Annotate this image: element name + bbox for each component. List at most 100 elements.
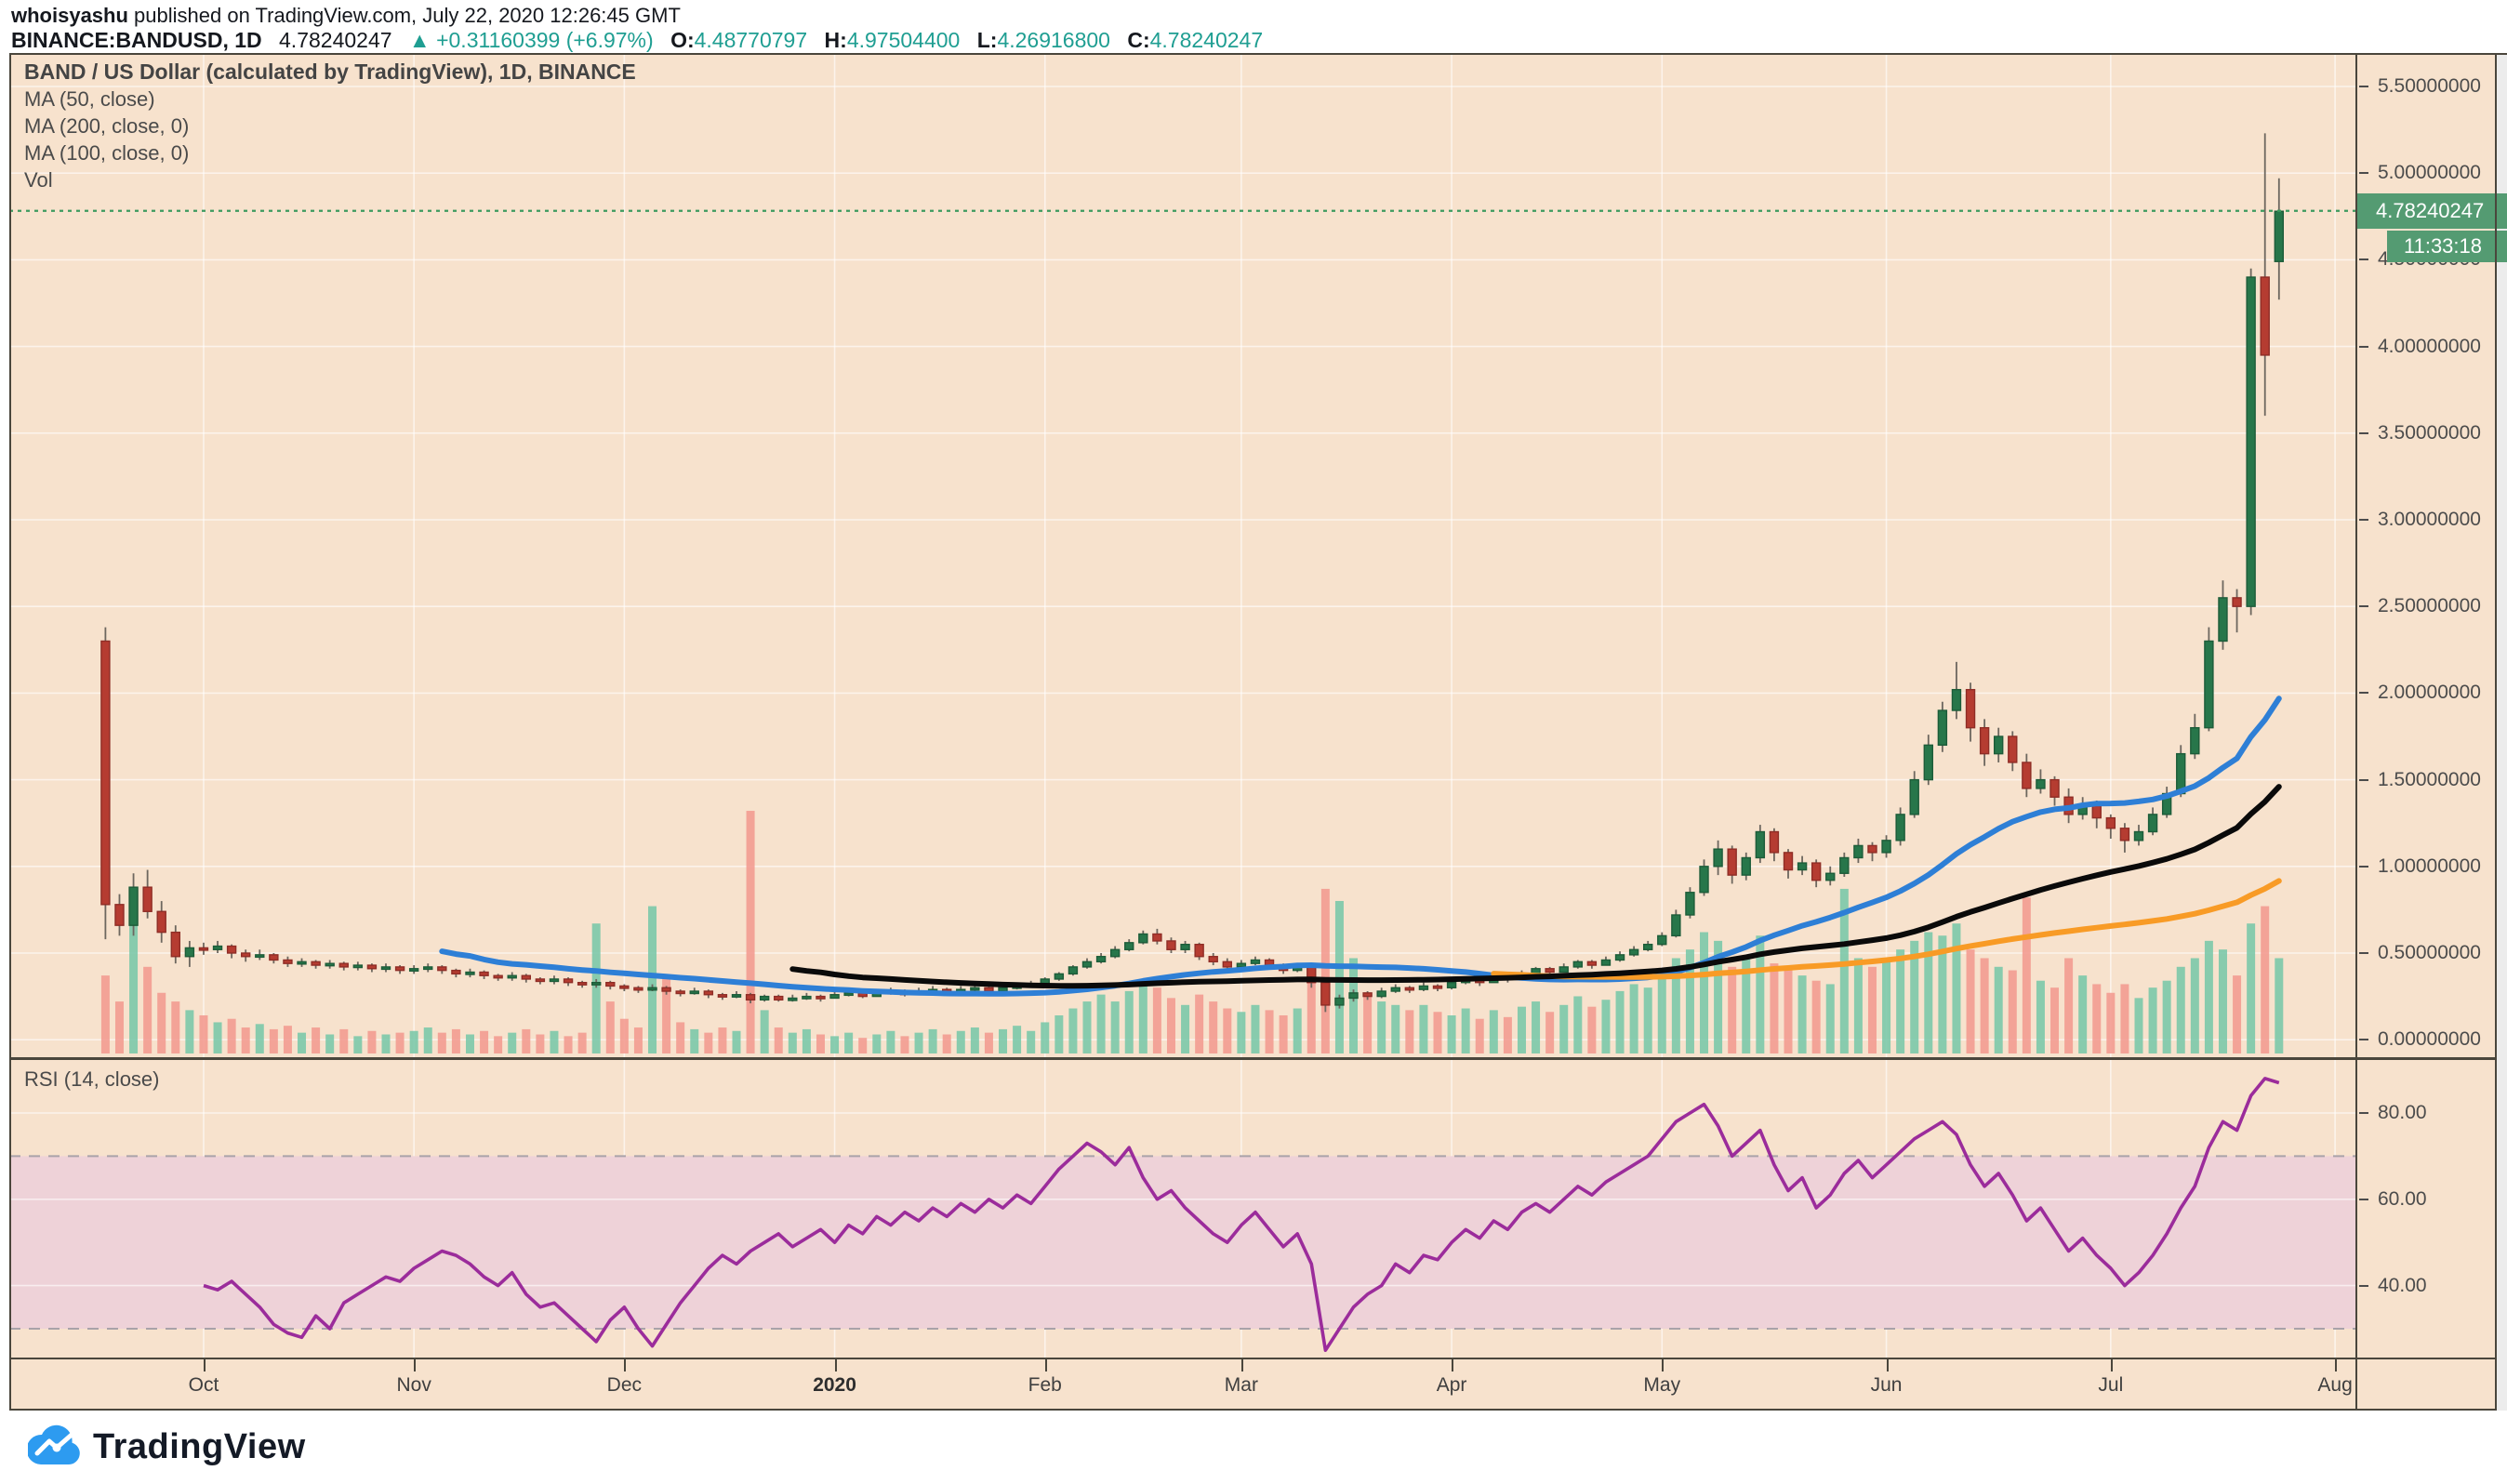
volume-bar (2050, 987, 2060, 1053)
tradingview-wordmark[interactable]: TradingView (93, 1427, 306, 1466)
symbol-label[interactable]: BINANCE:BANDUSD, 1D (11, 28, 262, 52)
open-value: 4.48770797 (694, 28, 808, 52)
candle-body (1951, 688, 1962, 711)
volume-bar (395, 1032, 405, 1053)
volume-bar (1181, 1004, 1190, 1053)
volume-bar (2218, 949, 2227, 1053)
candle-body (1334, 997, 1345, 1006)
candle-body (1993, 735, 2004, 755)
volume-bar (1082, 1001, 1092, 1053)
legend-volume[interactable]: Vol (24, 168, 53, 192)
bar-countdown-badge: 11:33:18 (2387, 230, 2507, 262)
volume-bar (1896, 949, 1905, 1053)
volume-bar (2162, 980, 2171, 1053)
volume-bar (591, 923, 601, 1053)
volume-bar (690, 1028, 699, 1053)
volume-bar (465, 1034, 474, 1053)
time-label: Oct (188, 1374, 219, 1396)
volume-bar (298, 1032, 307, 1053)
volume-bar (213, 1022, 222, 1053)
time-axis-top (9, 1358, 2495, 1359)
candle-body (577, 981, 588, 986)
volume-bar (283, 1026, 292, 1053)
volume-bar (1714, 940, 1723, 1053)
candle-body (1054, 973, 1065, 980)
candle-body (619, 985, 630, 989)
volume-bar (1629, 984, 1638, 1053)
candle-body (1559, 966, 1569, 974)
candle-body (100, 640, 111, 906)
volume-bar (914, 1032, 923, 1053)
high-value: 4.97504400 (846, 28, 961, 52)
close-label: C: (1127, 28, 1150, 52)
scrollbar-gutter[interactable] (2495, 53, 2507, 1411)
volume-bar (564, 1036, 573, 1053)
price-tick-label: 2.50000000 (2357, 595, 2495, 617)
volume-bar (1055, 1014, 1064, 1053)
volume-bar (1419, 1004, 1428, 1053)
rsi-legend[interactable]: RSI (14, close) (24, 1067, 160, 1091)
low-value: 4.26916800 (997, 28, 1110, 52)
candle-body (226, 945, 237, 954)
volume-bar (2078, 975, 2088, 1053)
volume-bar (199, 1014, 208, 1053)
volume-bar (1027, 1030, 1036, 1053)
volume-bar (522, 1028, 531, 1053)
candle-body (2190, 726, 2200, 755)
candle-body (1545, 968, 1555, 974)
tradingview-logo-icon[interactable] (28, 1424, 86, 1470)
volume-bar (2275, 958, 2284, 1053)
rsi-pane[interactable]: RSI (14, close) (9, 1060, 2355, 1358)
candle-body (788, 997, 798, 1001)
up-arrow-icon: ▲ (408, 28, 431, 52)
time-label: 2020 (813, 1374, 856, 1396)
volume-bar (227, 1018, 236, 1053)
candle-body (408, 968, 419, 972)
candle-body (451, 969, 461, 975)
candle-body (1166, 940, 1176, 950)
candle-body (2274, 210, 2285, 262)
volume-bar (2190, 958, 2199, 1053)
volume-bar (1700, 932, 1709, 1053)
volume-bar (999, 1028, 1008, 1053)
rsi-axis[interactable]: 80.00 60.00 40.00 (2357, 1060, 2495, 1358)
volume-bar (1013, 1026, 1022, 1053)
volume-bar (942, 1034, 951, 1053)
volume-bar (732, 1030, 741, 1053)
volume-bar (1615, 990, 1625, 1053)
time-label: Aug (2317, 1374, 2353, 1396)
volume-bar (900, 1036, 909, 1053)
ma-line (439, 696, 2282, 997)
price-tick-label: 5.00000000 (2357, 162, 2495, 184)
volume-bar (816, 1034, 825, 1053)
volume-bar (619, 1018, 629, 1053)
time-axis[interactable]: Oct Nov Dec 2020 Feb Mar Apr May Jun Jul Aug (9, 1359, 2495, 1409)
legend-ma50[interactable]: MA (50, close) (24, 87, 155, 111)
author-name: whoisyashu (11, 4, 128, 27)
volume-bar (325, 1034, 335, 1053)
attribution-text: published on TradingView.com, July 22, 2… (127, 4, 681, 27)
candle-body (1614, 954, 1625, 961)
legend-ma100[interactable]: MA (100, close, 0) (24, 141, 190, 165)
candle-body (2049, 778, 2060, 798)
volume-bar (1839, 888, 1849, 1053)
price-chart-canvas[interactable] (9, 53, 2355, 1057)
candle-body (802, 995, 812, 1000)
legend-ma200[interactable]: MA (200, close, 0) (24, 114, 190, 138)
volume-bar (2008, 970, 2017, 1053)
candle-body (675, 990, 685, 995)
candle-body (2008, 735, 2018, 763)
volume-bar (662, 975, 671, 1053)
candle-body (2091, 804, 2102, 819)
candle-body (970, 987, 980, 991)
time-tick (1886, 1359, 1889, 1371)
candle-body (142, 886, 153, 912)
candle-body (156, 910, 166, 934)
axis-separator (2355, 53, 2357, 1409)
volume-bar (1643, 987, 1652, 1053)
rsi-chart-canvas[interactable] (9, 1060, 2355, 1358)
volume-bar (1293, 1008, 1302, 1053)
volume-bar (2261, 906, 2270, 1053)
volume-bar (1447, 1014, 1456, 1053)
price-pane[interactable]: BAND / US Dollar (calculated by TradingV… (9, 53, 2355, 1057)
